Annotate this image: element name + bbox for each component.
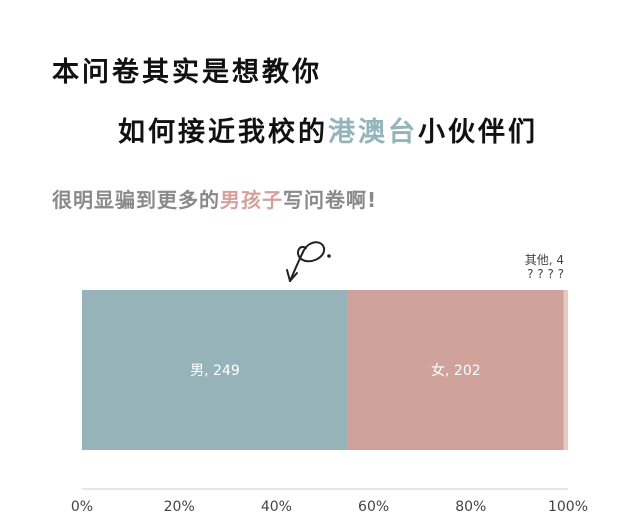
headline-line-2: 如何接近我校的港澳台小伙伴们 (118, 110, 538, 149)
x-tick-label: 0% (71, 499, 93, 515)
headline-line-2-suffix: 小伙伴们 (418, 117, 538, 148)
bar-label-group: 男, 249 女, 202 (190, 362, 480, 379)
headline-highlight-region: 港澳台 (328, 117, 418, 148)
x-axis-ticks: 0% 20% 40% 60% 80% 100% (71, 499, 588, 515)
x-tick-label: 60% (358, 499, 389, 515)
other-annotation-label: 其他, 4 (525, 253, 564, 267)
x-tick-label: 20% (164, 499, 195, 515)
bar-segment-1 (82, 290, 348, 450)
headline-line-2-prefix: 如何接近我校的 (118, 117, 328, 148)
bar-segment-2 (347, 290, 564, 450)
headline-line-3-suffix: 写问卷啊! (283, 188, 378, 212)
x-tick-label: 100% (548, 499, 588, 515)
headline-highlight-boys: 男孩子 (220, 188, 283, 212)
x-tick-label: 80% (455, 499, 486, 515)
headline-line-1: 本问卷其实是想教你 (52, 57, 322, 88)
other-annotation-question: ? ? ? ? (527, 267, 564, 281)
x-tick-label: 40% (261, 499, 292, 515)
bar-group (82, 290, 568, 450)
headline-line-3: 很明显骗到更多的男孩子写问卷啊! (52, 184, 377, 213)
hand-drawn-arrow-icon (286, 241, 331, 282)
bar-label-2: 女, 202 (431, 362, 481, 379)
bar-segment-3 (563, 290, 568, 450)
bar-label-1: 男, 249 (190, 363, 240, 379)
headline-line-3-prefix: 很明显骗到更多的 (52, 188, 220, 212)
